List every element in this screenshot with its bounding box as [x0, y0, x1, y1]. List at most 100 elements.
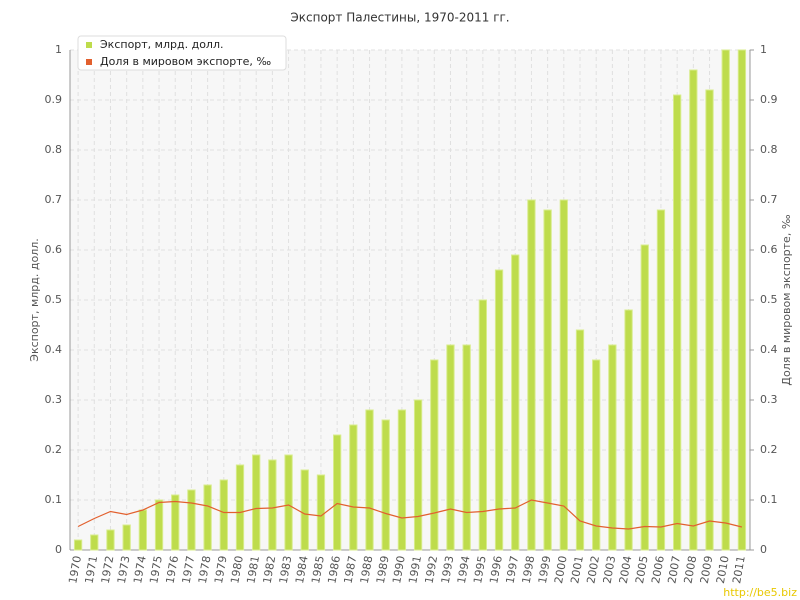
x-tick-label: 1971 [83, 555, 101, 585]
x-tick-label: 2000 [552, 555, 570, 585]
x-tick-label: 1977 [180, 555, 198, 585]
y-tick-label: 0.5 [45, 293, 63, 306]
x-tick-label: 2002 [584, 555, 602, 585]
bar [235, 464, 245, 551]
bar [365, 409, 374, 551]
bar [252, 454, 261, 551]
x-tick-label: 2011 [730, 555, 748, 585]
x-tick-label: 1997 [503, 555, 521, 585]
legend-swatch [86, 59, 92, 65]
x-tick-label: 1978 [196, 555, 214, 585]
y-tick-label: 0 [55, 543, 62, 556]
x-tick-label: 1999 [536, 555, 554, 585]
chart-title: Экспорт Палестины, 1970-2011 гг. [290, 11, 509, 25]
x-tick-label: 1982 [261, 555, 279, 585]
bar [511, 254, 520, 551]
x-tick-label: 2008 [682, 555, 700, 585]
bar [333, 434, 342, 551]
x-tick-label: 1998 [520, 555, 538, 585]
x-tick-label: 1996 [487, 555, 505, 585]
bar [349, 424, 358, 551]
bar [494, 269, 504, 551]
bar [689, 69, 698, 551]
x-tick-label: 1974 [131, 555, 149, 585]
y-tick-label: 0.7 [45, 193, 63, 206]
y2-tick-label: 0 [760, 543, 767, 556]
x-tick-label: 1983 [277, 555, 295, 585]
bar [381, 419, 390, 551]
bar [673, 94, 682, 551]
bar [413, 399, 423, 551]
x-tick-label: 1984 [293, 555, 311, 585]
x-tick-label: 1987 [342, 555, 360, 585]
y2-tick-label: 0.2 [760, 443, 778, 456]
bar [300, 469, 309, 551]
legend-swatch [86, 42, 92, 48]
legend-label: Доля в мировом экспорте, ‰ [100, 55, 271, 68]
bar [187, 489, 196, 551]
y2-tick-label: 0.5 [760, 293, 778, 306]
bar [462, 344, 471, 551]
y-tick-label: 0.4 [45, 343, 63, 356]
y2-tick-label: 0.8 [760, 143, 778, 156]
x-tick-label: 1990 [390, 555, 408, 585]
bar [90, 534, 99, 551]
bar [737, 49, 747, 551]
line [77, 499, 743, 530]
bar [154, 499, 164, 551]
bar [219, 479, 228, 551]
bar [640, 244, 649, 551]
y2-tick-label: 0.3 [760, 393, 778, 406]
y-tick-label: 0.6 [45, 243, 63, 256]
x-tick-label: 1993 [439, 555, 457, 585]
y2-tick-label: 1 [760, 43, 767, 56]
y2-tick-label: 0.1 [760, 493, 778, 506]
bar [138, 509, 147, 551]
y2-axis-label: Доля в мировом экспорте, ‰ [780, 214, 793, 385]
x-tick-label: 1985 [309, 555, 327, 585]
x-tick-label: 1981 [244, 555, 262, 585]
bar [397, 409, 407, 551]
bar [316, 474, 326, 551]
x-tick-label: 1992 [423, 555, 441, 585]
y2-tick-label: 0.7 [760, 193, 778, 206]
legend-box [77, 35, 287, 71]
bar [284, 454, 293, 551]
y-tick-label: 1 [55, 43, 62, 56]
y-tick-label: 0.9 [45, 93, 63, 106]
bar [656, 209, 666, 551]
x-tick-label: 2010 [714, 555, 732, 585]
x-tick-label: 1980 [228, 555, 246, 585]
bar [705, 89, 714, 551]
bar [624, 309, 633, 551]
y2-tick-label: 0.9 [760, 93, 778, 106]
x-tick-label: 1973 [115, 555, 133, 585]
x-tick-label: 1972 [99, 555, 117, 585]
bar [527, 199, 536, 551]
x-tick-label: 2005 [633, 555, 651, 585]
y-axis-label: Экспорт, млрд. долл. [28, 238, 41, 361]
x-tick-label: 1970 [66, 555, 84, 585]
x-tick-label: 2007 [665, 555, 683, 585]
bar [592, 359, 601, 551]
bar [203, 484, 212, 551]
y-tick-label: 0.8 [45, 143, 63, 156]
bar [608, 344, 617, 551]
x-tick-label: 1991 [406, 555, 424, 585]
bar [430, 359, 439, 551]
x-tick-label: 1994 [455, 555, 473, 585]
bar [559, 199, 568, 551]
bar [478, 299, 488, 551]
x-tick-label: 2004 [617, 555, 635, 585]
bar [122, 524, 131, 551]
x-tick-label: 2001 [568, 555, 586, 585]
bar [446, 344, 455, 551]
bar [171, 494, 180, 551]
y-tick-label: 0.2 [45, 443, 63, 456]
bar [543, 209, 552, 551]
x-tick-label: 2003 [601, 555, 619, 585]
legend-label: Экспорт, млрд. долл. [100, 38, 223, 51]
bar [268, 459, 277, 551]
x-tick-label: 1975 [147, 555, 165, 585]
y-tick-label: 0.1 [45, 493, 63, 506]
